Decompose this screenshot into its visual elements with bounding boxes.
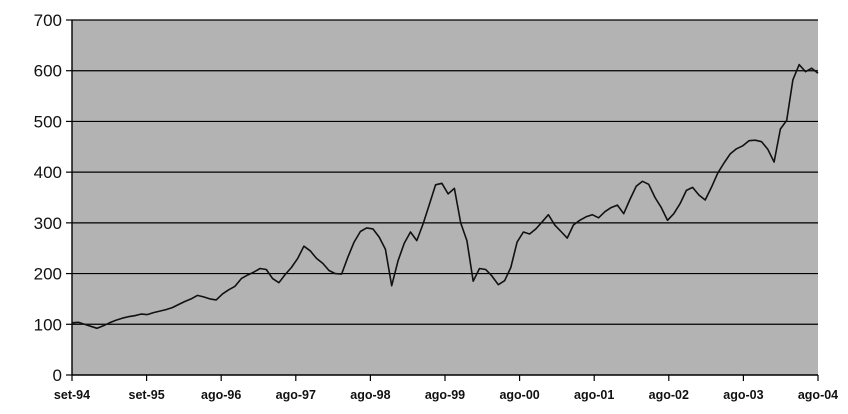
gridlines xyxy=(72,19,818,325)
x-tick-label: ago-00 xyxy=(499,388,539,402)
series-line xyxy=(71,63,819,330)
y-tick-label: 500 xyxy=(34,112,62,131)
x-tick-label: ago-04 xyxy=(798,388,838,402)
y-tick-label: 700 xyxy=(34,11,62,30)
x-tick-label: set-95 xyxy=(129,388,165,402)
x-tick-label: ago-96 xyxy=(201,388,241,402)
x-tick-label: ago-97 xyxy=(276,388,316,402)
y-tick-label: 200 xyxy=(34,265,62,284)
y-tick-label: 400 xyxy=(34,163,62,182)
y-tick-label: 300 xyxy=(34,214,62,233)
y-tick-label: 600 xyxy=(34,62,62,81)
x-tick-label: ago-03 xyxy=(723,388,763,402)
x-tick-label: ago-98 xyxy=(350,388,390,402)
x-tick-label: ago-02 xyxy=(649,388,689,402)
y-axis-ticks: 0 100 200 300 400 500 600 700 xyxy=(34,11,62,385)
axes xyxy=(66,19,819,381)
y-tick-label: 100 xyxy=(34,315,62,334)
x-tick-label: ago-01 xyxy=(574,388,614,402)
plot-area xyxy=(72,20,818,375)
x-tick-label: ago-99 xyxy=(425,388,465,402)
x-tick-label: set-94 xyxy=(54,388,90,402)
y-tick-label: 0 xyxy=(53,366,62,385)
x-axis-ticks: set-94 set-95 ago-96 ago-97 ago-98 ago-99 ago-… xyxy=(54,388,838,402)
